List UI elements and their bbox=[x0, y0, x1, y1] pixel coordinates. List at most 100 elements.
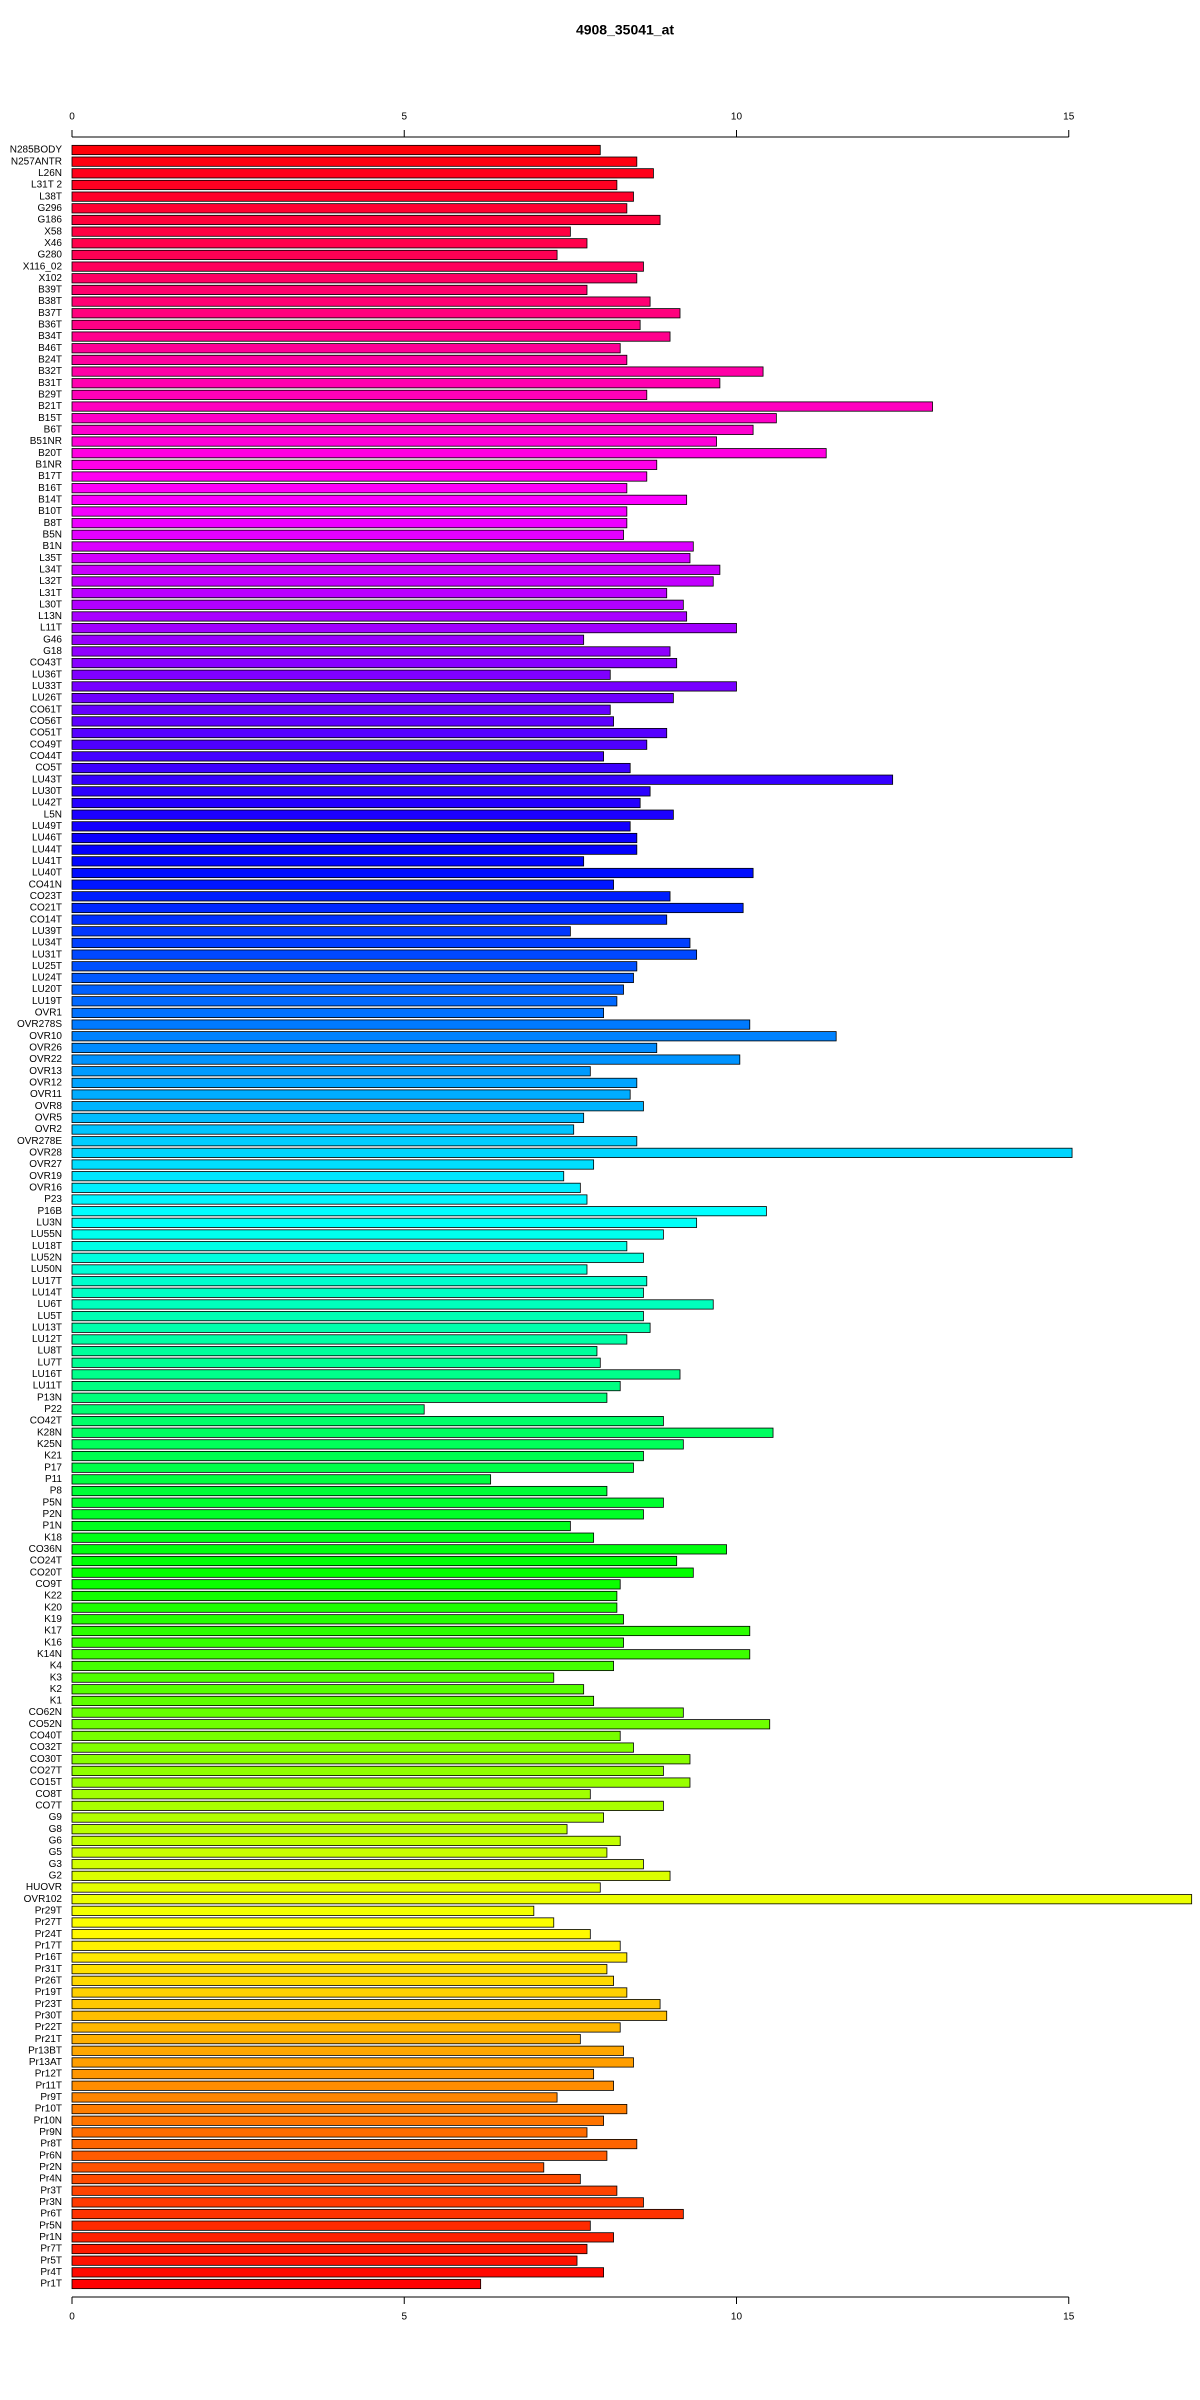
y-tick-label: Pr3T bbox=[40, 2185, 62, 2196]
y-tick-label: Pr3N bbox=[39, 2197, 62, 2208]
y-tick-label: Pr27T bbox=[35, 1917, 62, 1928]
bar bbox=[71, 1999, 661, 2010]
y-tick-label: LU20T bbox=[32, 984, 62, 995]
y-tick-label: CO21T bbox=[30, 903, 62, 914]
bar bbox=[71, 144, 601, 156]
y-tick-label: B46T bbox=[38, 343, 62, 354]
y-tick-label: L30T bbox=[39, 599, 62, 610]
bar bbox=[71, 296, 651, 307]
bar bbox=[71, 1217, 698, 1228]
y-tick-label: Pr7T bbox=[40, 2244, 62, 2255]
bar bbox=[71, 1544, 727, 1555]
bar bbox=[71, 1905, 535, 1916]
y-tick-label: B20T bbox=[38, 448, 62, 459]
bar bbox=[71, 1602, 618, 1613]
bar bbox=[71, 1579, 621, 1590]
y-tick-label: OVR102 bbox=[24, 1894, 63, 1905]
y-tick-label: G18 bbox=[43, 646, 62, 657]
y-tick-label: LU39T bbox=[32, 926, 62, 937]
bar bbox=[71, 681, 737, 692]
bar bbox=[71, 1206, 767, 1217]
y-tick-label: Pr8T bbox=[40, 2139, 62, 2150]
bar bbox=[71, 1929, 591, 1940]
bar bbox=[71, 1870, 671, 1881]
bar bbox=[71, 2173, 581, 2185]
bar bbox=[71, 1427, 774, 1438]
bar bbox=[71, 646, 671, 657]
y-tick-label: LU8T bbox=[38, 1346, 62, 1357]
y-tick-label: Pr12T bbox=[35, 2069, 62, 2080]
y-tick-label: CO41N bbox=[29, 879, 62, 890]
bar bbox=[71, 2115, 604, 2126]
bar bbox=[71, 1007, 604, 1018]
bar bbox=[71, 1672, 555, 1683]
y-tick-label: P5N bbox=[43, 1497, 62, 1508]
y-tick-label: LU7T bbox=[38, 1357, 62, 1368]
y-tick-label: CO49T bbox=[30, 739, 62, 750]
bar bbox=[71, 1404, 425, 1415]
y-tick-label: X116_02 bbox=[23, 261, 63, 272]
x-tick-label: 0 bbox=[69, 2312, 75, 2323]
y-tick-label: X46 bbox=[44, 238, 62, 249]
y-tick-label: L35T bbox=[39, 553, 62, 564]
y-tick-label: L5N bbox=[44, 809, 62, 820]
bar bbox=[71, 413, 777, 424]
y-tick-label: CO44T bbox=[30, 751, 62, 762]
bar bbox=[71, 1894, 1193, 1905]
bar bbox=[71, 2197, 644, 2208]
y-tick-label: G9 bbox=[49, 1812, 63, 1823]
bar bbox=[71, 2220, 591, 2231]
y-tick-label: CO30T bbox=[30, 1754, 62, 1765]
y-tick-label: LU18T bbox=[32, 1241, 62, 1252]
bar bbox=[71, 1777, 691, 1788]
y-tick-label: LU31T bbox=[32, 949, 62, 960]
y-tick-label: G6 bbox=[49, 1836, 63, 1847]
bar bbox=[71, 1835, 621, 1846]
y-tick-label: Pr13BT bbox=[28, 2045, 62, 2056]
bar bbox=[71, 727, 668, 739]
bar bbox=[71, 214, 661, 226]
y-tick-label: LU43T bbox=[32, 774, 62, 785]
y-tick-label: LU49T bbox=[32, 821, 62, 832]
bar bbox=[71, 1357, 601, 1368]
bar bbox=[71, 518, 628, 529]
y-tick-label: CO5T bbox=[35, 763, 62, 774]
y-tick-label: CO62N bbox=[29, 1707, 62, 1718]
bar bbox=[71, 1287, 644, 1298]
bar bbox=[71, 284, 588, 295]
y-tick-label: LU11T bbox=[33, 1381, 62, 1392]
y-tick-label: CO14T bbox=[30, 914, 62, 925]
bar bbox=[71, 331, 671, 342]
y-tick-label: CO8T bbox=[35, 1789, 62, 1800]
y-tick-label: Pr1N bbox=[39, 2232, 62, 2243]
y-tick-label: OVR26 bbox=[29, 1043, 62, 1054]
bar bbox=[71, 1964, 608, 1975]
bar bbox=[71, 1252, 644, 1263]
y-tick-label: B1NR bbox=[35, 459, 62, 470]
y-tick-label: CO51T bbox=[30, 728, 62, 739]
y-tick-label: LU19T bbox=[32, 996, 62, 1007]
y-tick-label: B37T bbox=[38, 308, 62, 319]
y-tick-label: L34T bbox=[39, 564, 62, 575]
y-tick-label: OVR28 bbox=[29, 1148, 62, 1159]
bar bbox=[71, 366, 764, 377]
chart-title: 4908_35041_at bbox=[576, 22, 674, 38]
bar bbox=[71, 2057, 634, 2068]
y-tick-label: Pr4N bbox=[39, 2174, 62, 2185]
y-tick-label: Pr10N bbox=[34, 2115, 62, 2126]
y-tick-label: Pr29T bbox=[35, 1905, 62, 1916]
bar bbox=[71, 611, 688, 622]
bar bbox=[71, 2045, 624, 2056]
bar bbox=[71, 424, 754, 435]
y-tick-label: G2 bbox=[49, 1870, 63, 1881]
bar bbox=[71, 1369, 681, 1380]
bar bbox=[71, 1147, 1073, 1158]
y-tick-label: L31T bbox=[39, 588, 62, 599]
y-tick-label: B17T bbox=[38, 471, 62, 482]
bar bbox=[71, 1334, 628, 1345]
bar bbox=[71, 378, 721, 389]
y-tick-label: X102 bbox=[39, 273, 63, 284]
y-tick-label: B36T bbox=[38, 320, 62, 331]
bar bbox=[71, 273, 638, 284]
bar bbox=[71, 704, 611, 715]
